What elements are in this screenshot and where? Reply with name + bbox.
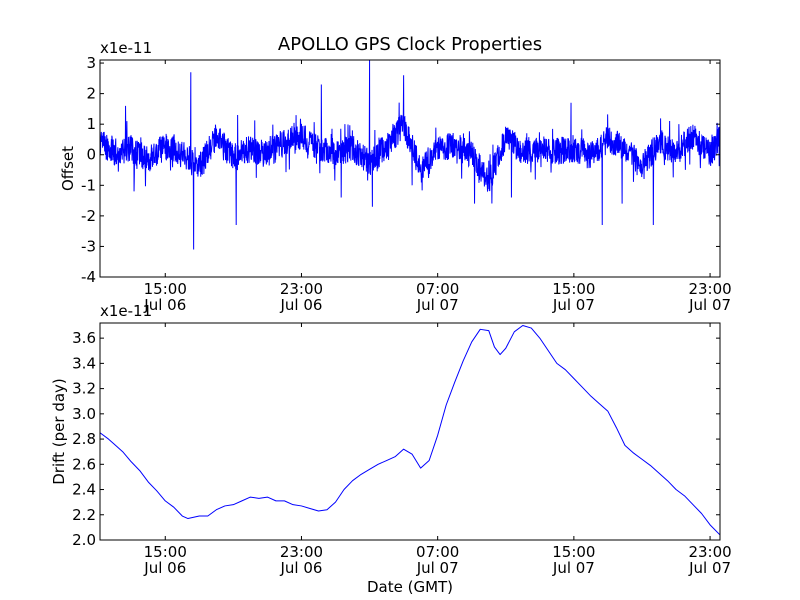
offset-xtick-date: Jul 06 bbox=[279, 296, 322, 314]
drift-ytick-label: 2.2 bbox=[72, 506, 96, 524]
offset-ytick-label: 2 bbox=[86, 85, 96, 103]
offset-ytick-label: 1 bbox=[86, 115, 96, 133]
offset-ylabel: Offset bbox=[59, 146, 77, 191]
drift-ytick-label: 3.2 bbox=[72, 380, 96, 398]
drift-plot-frame bbox=[99, 322, 721, 541]
drift-ytick-label: 3.0 bbox=[72, 405, 96, 423]
offset-ytick-label: -2 bbox=[81, 207, 96, 225]
drift-ytick-label: 3.6 bbox=[72, 329, 96, 347]
offset-ytick-label: -3 bbox=[81, 237, 96, 255]
offset-plot-frame bbox=[99, 59, 721, 278]
figure-title: APOLLO GPS Clock Properties bbox=[278, 34, 542, 55]
drift-xtick-date: Jul 06 bbox=[143, 559, 186, 577]
drift-xtick-date: Jul 07 bbox=[416, 559, 459, 577]
drift-xtick-date: Jul 06 bbox=[279, 559, 322, 577]
drift-yticks: 2.0 2.2 2.4 2.6 2.8 3.0 3.2 3.4 3.6 bbox=[72, 329, 720, 549]
drift-series-layer bbox=[99, 325, 721, 536]
offset-ytick-label: 0 bbox=[86, 146, 96, 164]
offset-xtick-date: Jul 06 bbox=[143, 296, 186, 314]
drift-ytick-label: 2.8 bbox=[72, 430, 96, 448]
offset-xtick-date: Jul 07 bbox=[416, 296, 459, 314]
drift-ytick-label: 2.6 bbox=[72, 455, 96, 473]
drift-ytick-label: 3.4 bbox=[72, 354, 96, 372]
drift-multiplier: x1e-11 bbox=[100, 302, 152, 320]
drift-xtick-date: Jul 07 bbox=[688, 559, 731, 577]
drift-ylabel: Drift (per day) bbox=[50, 378, 68, 485]
offset-xtick-time: 15:00 bbox=[144, 280, 187, 298]
offset-xtick-time: 23:00 bbox=[688, 280, 731, 298]
offset-xtick-date: Jul 07 bbox=[552, 296, 595, 314]
drift-xtick-time: 23:00 bbox=[280, 543, 323, 561]
drift-ytick-label: 2.0 bbox=[72, 531, 96, 549]
offset-ytick-label: -1 bbox=[81, 176, 96, 194]
drift-xtick-date: Jul 07 bbox=[552, 559, 595, 577]
drift-xtick-time: 15:00 bbox=[552, 543, 595, 561]
drift-xtick-time: 15:00 bbox=[144, 543, 187, 561]
offset-ytick-label: -4 bbox=[81, 268, 96, 286]
offset-series-layer bbox=[99, 59, 721, 250]
offset-xtick-time: 23:00 bbox=[280, 280, 323, 298]
offset-xtick-date: Jul 07 bbox=[688, 296, 731, 314]
offset-multiplier: x1e-11 bbox=[100, 39, 152, 57]
offset-xtick-time: 07:00 bbox=[416, 280, 459, 298]
offset-xtick-time: 15:00 bbox=[552, 280, 595, 298]
drift-xtick-time: 23:00 bbox=[688, 543, 731, 561]
offset-ytick-label: 3 bbox=[86, 54, 96, 72]
drift-ytick-label: 2.4 bbox=[72, 481, 96, 499]
offset-series-line bbox=[99, 59, 721, 250]
offset-yticks: -4 -3 -2 -1 0 1 2 3 bbox=[81, 54, 720, 286]
drift-xtick-time: 07:00 bbox=[416, 543, 459, 561]
xaxis-label: Date (GMT) bbox=[367, 578, 453, 596]
drift-series-line bbox=[99, 325, 721, 536]
